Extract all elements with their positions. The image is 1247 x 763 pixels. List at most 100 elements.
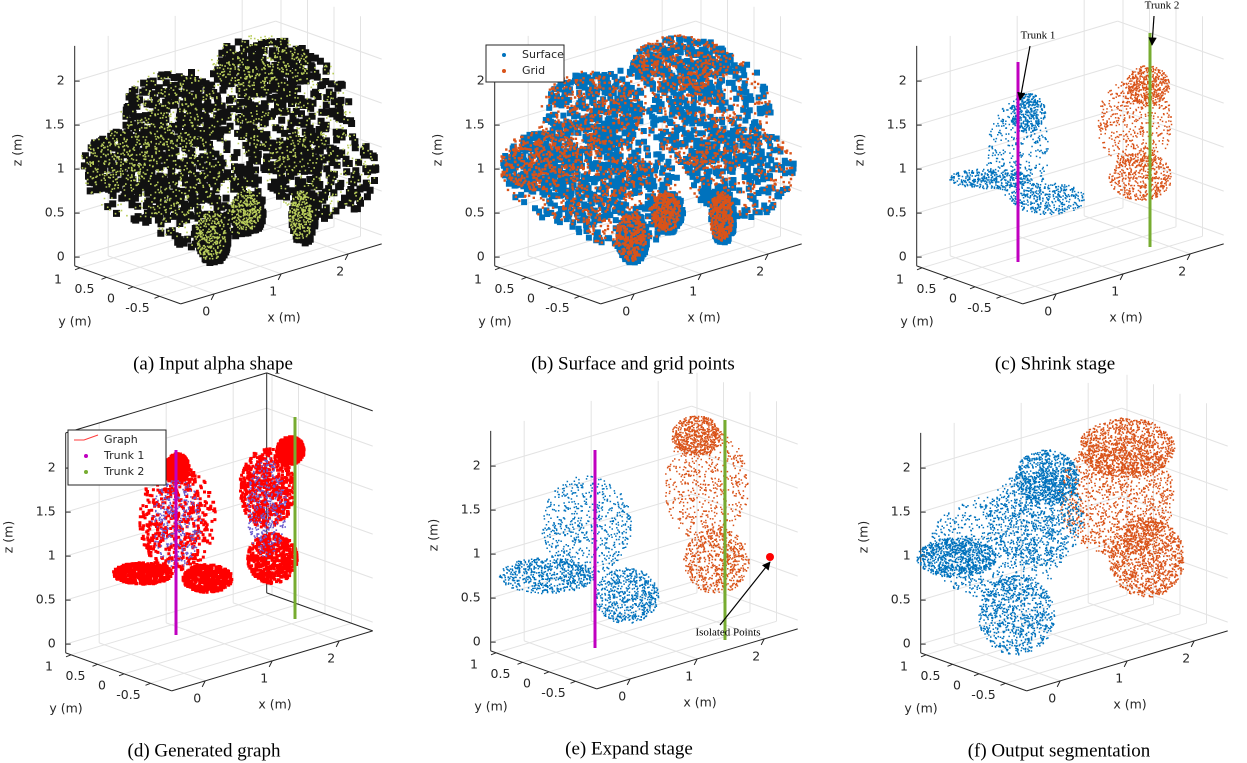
tick-mark	[155, 296, 160, 298]
annotation: Isolated Points	[695, 627, 760, 639]
x-tick-label: 2	[327, 650, 335, 665]
y-tick-label: 1	[470, 656, 478, 671]
y-tick-label: 0	[523, 675, 531, 690]
grid-line	[692, 450, 798, 488]
grid-line	[523, 602, 724, 662]
y-axis-label: y (m)	[474, 699, 507, 714]
x-tick-label: 1	[685, 668, 693, 683]
legend-label: Trunk 2	[103, 465, 144, 478]
x-tick-label: 1	[260, 670, 268, 685]
grid-line	[108, 256, 214, 294]
grid-line	[166, 623, 272, 661]
isolated-points	[766, 553, 774, 561]
x-tick-label: 2	[756, 263, 764, 278]
point-cloud	[917, 449, 1084, 655]
panel: 00.511.5201210.50-0.5x (m)y (m)z (m)Grap…	[1, 373, 373, 761]
x-tick-label: 1	[689, 283, 697, 298]
caption: (f) Output segmentation	[968, 740, 1151, 761]
z-tick-label: 0.5	[891, 592, 911, 607]
y-tick-label: 0	[107, 290, 115, 305]
x-tick-label: 0	[193, 690, 201, 705]
x-tick-label: 1	[269, 283, 277, 298]
legend-key	[84, 470, 88, 474]
x-tick-label: 0	[1044, 303, 1052, 318]
grid-line	[528, 256, 634, 294]
y-tick-label: 1	[45, 658, 53, 673]
legend-key	[502, 53, 506, 57]
grid-line	[953, 604, 1154, 664]
grid-line	[1084, 216, 1190, 254]
z-axis-label: z (m)	[430, 134, 445, 166]
legend-label: Surface	[522, 48, 564, 61]
y-tick-label: -0.5	[971, 687, 995, 702]
annotation: Trunk 1	[1021, 30, 1056, 42]
caption: (d) Generated graph	[128, 740, 281, 761]
grid-line	[71, 595, 272, 655]
grid-line	[954, 643, 1060, 681]
y-tick-label: 0.5	[66, 668, 86, 683]
grid-line	[267, 496, 373, 534]
legend-label: Graph	[104, 433, 138, 446]
z-tick-label: 0.5	[887, 205, 907, 220]
grid-line	[950, 256, 1056, 294]
y-tick-label: 0	[953, 677, 961, 692]
x-axis-label: x (m)	[1109, 310, 1142, 325]
tick-mark	[575, 296, 580, 298]
grid-line	[1122, 584, 1228, 622]
tick-mark	[93, 664, 98, 666]
tick-mark	[495, 268, 500, 270]
tick-mark	[970, 287, 975, 289]
caption: (b) Surface and grid points	[531, 353, 735, 374]
y-tick-label: -0.5	[125, 300, 149, 315]
tick-mark	[522, 277, 527, 279]
legend-key	[502, 69, 506, 73]
tick-mark	[571, 681, 576, 683]
z-axis-label: z (m)	[10, 134, 25, 166]
z-tick-label: 1.5	[36, 504, 56, 519]
grid-line	[524, 641, 630, 679]
z-tick-label: 1.5	[461, 502, 481, 517]
y-tick-label: 0	[527, 290, 535, 305]
grid-line	[1118, 109, 1224, 147]
grid-line	[922, 208, 1123, 268]
y-tick-label: 0.5	[921, 668, 941, 683]
z-tick-label: 1	[57, 161, 65, 176]
y-tick-label: 1	[54, 271, 62, 286]
z-tick-label: 1	[899, 161, 907, 176]
x-axis-label: x (m)	[1113, 697, 1146, 712]
y-tick-label: 1	[474, 271, 482, 286]
annotation-arrow	[1152, 16, 1154, 45]
z-tick-label: 2	[473, 458, 481, 473]
z-axis-label: z (m)	[1, 521, 16, 553]
grid-line	[1122, 452, 1228, 490]
tick-mark	[491, 653, 496, 655]
z-tick-label: 1.5	[891, 504, 911, 519]
z-tick-label: 2	[899, 73, 907, 88]
z-tick-label: 0	[903, 636, 911, 651]
box-edge	[267, 373, 373, 411]
z-tick-label: 0	[899, 249, 907, 264]
z-tick-label: 2	[57, 73, 65, 88]
tick-mark	[948, 664, 953, 666]
x-tick-label: 0	[202, 303, 210, 318]
x-tick-label: 0	[618, 688, 626, 703]
tick-mark	[119, 674, 124, 676]
y-tick-label: -0.5	[967, 300, 991, 315]
z-tick-label: 1	[473, 546, 481, 561]
x-tick-label: 2	[1182, 650, 1190, 665]
grid-line	[1118, 21, 1224, 59]
legend-label: Grid	[522, 64, 545, 77]
z-axis-label: z (m)	[852, 134, 867, 166]
y-tick-label: 0.5	[495, 281, 515, 296]
grid-line	[580, 236, 781, 296]
grid-line	[124, 614, 325, 674]
z-tick-label: 1.5	[45, 117, 65, 132]
legend-key	[84, 454, 88, 458]
grid-line	[1088, 603, 1194, 641]
z-tick-label: 2	[903, 460, 911, 475]
caption: (a) Input alpha shape	[133, 353, 293, 374]
z-tick-label: 0.5	[465, 205, 485, 220]
y-axis-label: y (m)	[58, 314, 91, 329]
